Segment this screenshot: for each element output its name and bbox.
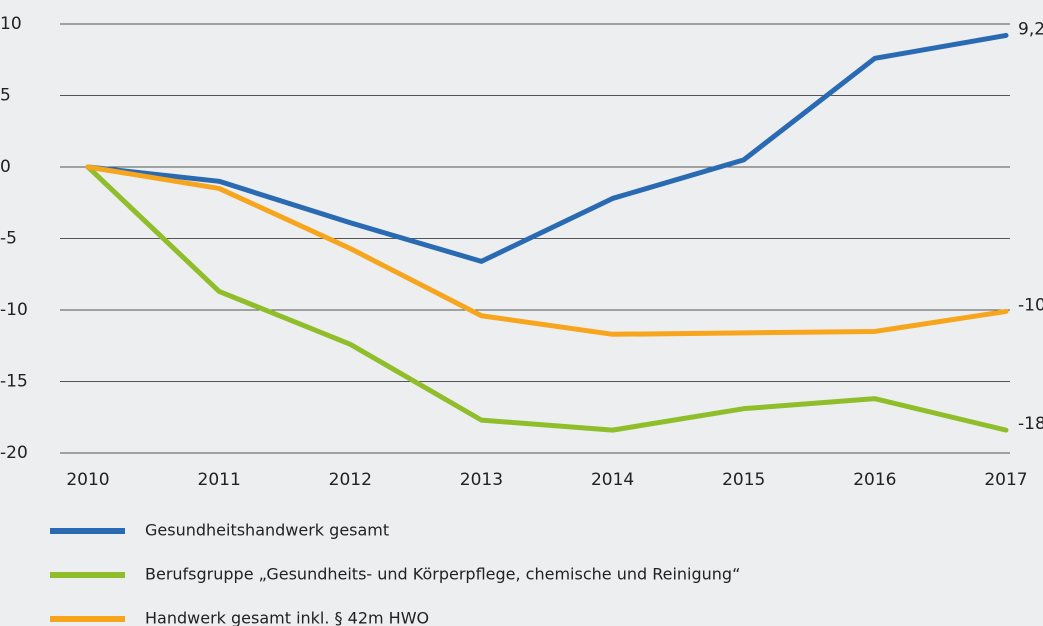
x-tick-label: 2011 (198, 470, 241, 490)
y-tick-label: -10 (0, 300, 28, 320)
line (85, 32, 1009, 264)
x-tick-label: 2010 (66, 470, 109, 490)
y-tick-label: -5 (0, 229, 17, 249)
x-tick-label: 2016 (853, 470, 896, 490)
y-tick-label: 0 (0, 157, 11, 177)
x-tick-label: 2017 (984, 470, 1027, 490)
x-tick-label: 2015 (722, 470, 765, 490)
data-label: -18,4 (1018, 414, 1043, 434)
data-label: -10,1 (1018, 295, 1043, 315)
legend-label: Berufsgruppe „Gesundheits- und Körperpfl… (145, 565, 740, 584)
x-tick-label: 2013 (460, 470, 503, 490)
legend-label: Gesundheitshandwerk gesamt (145, 521, 389, 540)
legend-label: Handwerk gesamt inkl. § 42m HWO (145, 609, 429, 626)
line (85, 164, 1009, 337)
y-tick-label: 10 (0, 14, 22, 34)
y-tick-label: -15 (0, 372, 28, 392)
x-tick-label: 2012 (329, 470, 372, 490)
line (85, 164, 1009, 433)
y-tick-label: 5 (0, 86, 11, 106)
y-tick-label: -20 (0, 443, 28, 463)
data-label: 9,2 (1018, 19, 1043, 39)
x-tick-label: 2014 (591, 470, 634, 490)
